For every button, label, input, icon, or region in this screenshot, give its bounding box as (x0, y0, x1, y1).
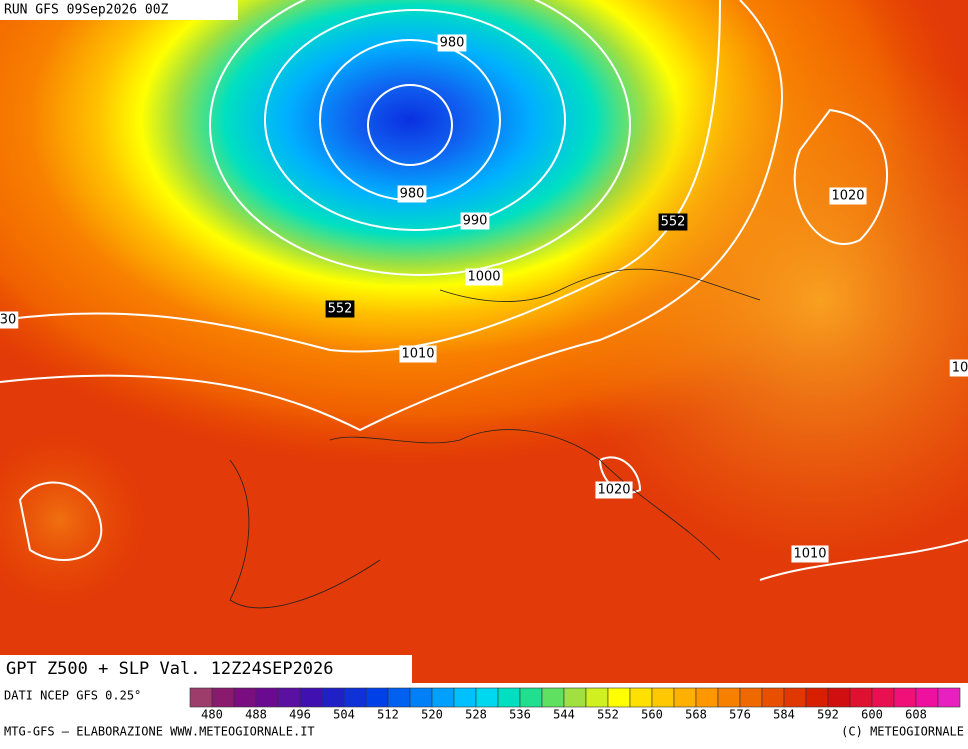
contour-label-box (0, 311, 19, 329)
colorbar-swatch (893, 687, 917, 708)
colorbar-label: 496 (289, 708, 311, 722)
contour-label-box (460, 212, 490, 230)
colorbar-swatch (827, 687, 851, 708)
colorbar-label: 592 (817, 708, 839, 722)
colorbar-label: 512 (377, 708, 399, 722)
run-label-box: RUN GFS 09Sep2026 00Z (0, 0, 238, 20)
colorbar-swatch (233, 687, 257, 708)
colorbar-swatch (475, 687, 499, 708)
contour-label: 552 (328, 302, 353, 317)
colorbar-swatch (937, 687, 961, 708)
colorbar-label: 584 (773, 708, 795, 722)
title-box (0, 655, 412, 683)
colorbar-swatch (321, 687, 345, 708)
colorbar-swatch (783, 687, 807, 708)
map (0, 0, 968, 683)
colorbar-swatch (277, 687, 301, 708)
colorbar-swatch (541, 687, 565, 708)
colorbar-label: 480 (201, 708, 223, 722)
colorbar-swatch (871, 687, 895, 708)
colorbar-label: 552 (597, 708, 619, 722)
contour-label-box (437, 34, 467, 52)
contour-label-box (325, 300, 355, 318)
contour-label: 980 (400, 187, 425, 202)
colorbar-swatch (739, 687, 763, 708)
contour-label: 552 (661, 215, 686, 230)
colorbar-swatch (585, 687, 609, 708)
colorbar-swatch (255, 687, 279, 708)
contour-label: 1000 (467, 270, 500, 285)
colorbar-swatch (761, 687, 785, 708)
colorbar-label: 560 (641, 708, 663, 722)
contour-label-box (791, 545, 829, 563)
colorbar-swatch (695, 687, 719, 708)
colorbar-label: 608 (905, 708, 927, 722)
contour-label: 1020 (831, 189, 864, 204)
colorbar-swatch (211, 687, 235, 708)
colorbar-swatch (409, 687, 433, 708)
contour-label-box (949, 359, 968, 377)
colorbar-label: 576 (729, 708, 751, 722)
colorbar-swatch (343, 687, 367, 708)
run-label: RUN GFS 09Sep2026 00Z (4, 3, 169, 18)
contour-label: 30 (0, 313, 16, 328)
credit-left: MTG-GFS — ELABORAZIONE WWW.METEOGIORNALE… (4, 725, 315, 739)
colorbar-label: 528 (465, 708, 487, 722)
colorbar-swatch (805, 687, 829, 708)
colorbar-swatch (189, 687, 213, 708)
colorbar-label: 568 (685, 708, 707, 722)
contour-label: 980 (440, 36, 465, 51)
colorbar-swatch (849, 687, 873, 708)
colorbar-swatch (431, 687, 455, 708)
source: DATI NCEP GFS 0.25° (4, 689, 141, 703)
colorbar-swatch (519, 687, 543, 708)
colorbar-label: 504 (333, 708, 355, 722)
colorbar-swatch (497, 687, 521, 708)
colorbar-swatch (651, 687, 675, 708)
colorbar-label: 536 (509, 708, 531, 722)
colorbar-swatch (563, 687, 587, 708)
colorbar-label: 600 (861, 708, 883, 722)
contour-label: 10 (952, 361, 968, 376)
contour-label: 990 (463, 214, 488, 229)
colorbar-swatch (365, 687, 389, 708)
colorbar-swatch (673, 687, 697, 708)
colorbar-label: 488 (245, 708, 267, 722)
contour-label: 1010 (401, 347, 434, 362)
contour-label-box (465, 268, 503, 286)
credit-right: (C) METEOGIORNALE (841, 725, 964, 739)
colorbar-label: 544 (553, 708, 575, 722)
contour-label-box (658, 213, 688, 231)
colorbar: 480 488 496 504 512 520 528 536 544 552 560 568 576 5… (189, 687, 961, 722)
map-title: GPT Z500 + SLP Val. 12Z24SEP2026 (6, 659, 334, 679)
contour-label-box (399, 345, 437, 363)
contour-label-box (397, 185, 427, 203)
contour-label: 1020 (597, 483, 630, 498)
colorbar-swatch (299, 687, 323, 708)
colorbar-swatch (453, 687, 477, 708)
colorbar-swatch (915, 687, 939, 708)
colorbar-label: 520 (421, 708, 443, 722)
contour-label-box (829, 187, 867, 205)
contour-label-box (595, 481, 633, 499)
colorbar-swatch (387, 687, 411, 708)
contour-label: 1010 (793, 547, 826, 562)
colorbar-swatch (629, 687, 653, 708)
colorbar-swatch (607, 687, 631, 708)
colorbar-swatch (717, 687, 741, 708)
